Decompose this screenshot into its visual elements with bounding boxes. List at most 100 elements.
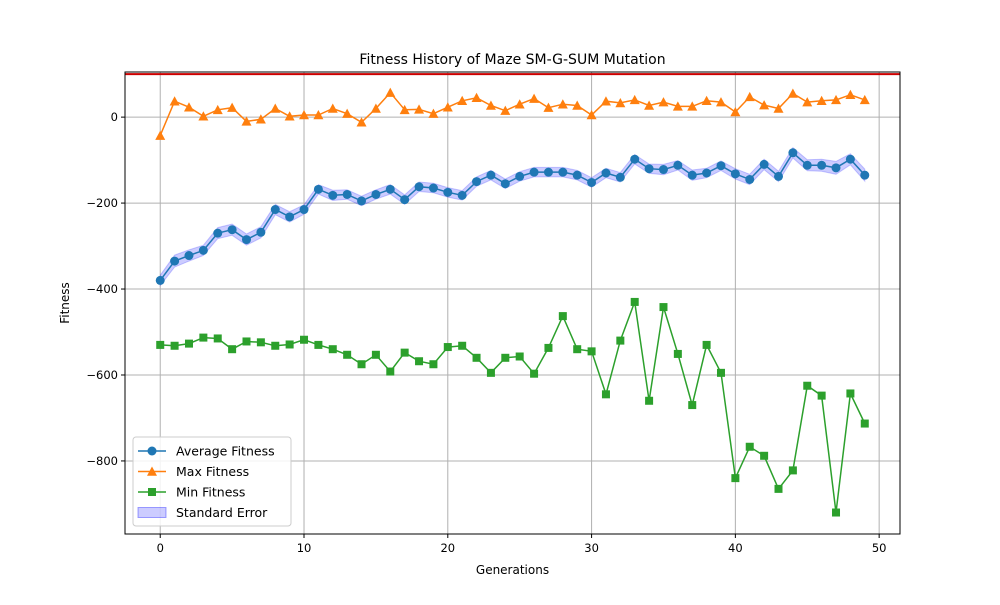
max-fitness-point [787,88,798,98]
x-tick-label: 0 [157,541,164,555]
max-fitness-point [471,92,482,103]
max-fitness-point [644,100,655,110]
max-fitness-point [370,103,381,113]
min-fitness-point [184,339,193,348]
legend-box [132,436,292,527]
plot-frame [124,71,901,535]
max-fitness-point [414,104,425,114]
x-tick-label: 10 [297,541,312,555]
max-fitness-point [672,101,683,111]
min-fitness-point [300,335,309,344]
min-fitness-point [443,343,452,352]
average-fitness-point [687,170,697,180]
min-fitness-point [645,396,654,405]
average-fitness-point [270,205,280,215]
legend-item: Average Fitness [138,444,275,459]
min-fitness-point [702,340,711,349]
y-tick-label: −600 [86,368,118,382]
min-fitness-point [530,369,539,378]
x-tick-label: 30 [584,541,599,555]
average-fitness-point [414,182,424,192]
legend-item: Standard Error [137,505,268,520]
average-fitness-point [817,160,827,170]
max-fitness-point [385,87,396,97]
average-fitness-point [788,148,798,158]
min-fitness-point [788,466,797,475]
max-fitness-point [212,104,223,115]
min-fitness-point [386,367,395,376]
average-fitness-point [486,170,496,180]
average-fitness-point [443,187,453,197]
legend-label: Max Fitness [176,464,249,479]
max-fitness-point [313,109,324,120]
average-fitness-point [428,183,438,193]
max-fitness-point [198,111,209,121]
legend-marker-swatch [147,466,157,476]
chart-title: Fitness History of Maze SM-G-SUM Mutatio… [359,52,665,68]
max-fitness-point [327,103,338,113]
max-fitness-series [155,87,870,140]
max-fitness-point [615,97,626,108]
y-axis-label: Fitness [58,282,72,324]
legend-marker-swatch [148,488,156,496]
min-fitness-point [673,349,682,358]
average-fitness-series [155,148,870,285]
average-fitness-point [213,228,223,238]
min-fitness-point [601,390,610,399]
max-fitness-point [428,108,439,118]
average-fitness-point [256,227,266,237]
max-fitness-point [687,101,698,111]
min-fitness-point [429,360,438,369]
average-fitness-point [572,170,582,180]
average-fitness-point [630,154,640,164]
max-fitness-point [155,130,166,140]
min-fitness-point [803,381,812,390]
ticks: 0 10 20 30 40 50 0 −200 −400 −600 −800 [86,110,886,555]
average-fitness-point [702,168,712,178]
min-fitness-point [587,347,596,356]
average-fitness-point [198,245,208,255]
min-fitness-point [328,345,337,354]
average-fitness-point [658,165,668,175]
average-fitness-point [342,189,352,199]
min-fitness-point [472,353,481,362]
legend-patch-swatch [137,507,167,518]
max-fitness-point [543,102,554,112]
min-fitness-point [458,341,467,350]
average-fitness-point [515,171,525,181]
min-fitness-series [156,297,869,517]
min-fitness-point [285,340,294,349]
max-fitness-point [744,91,755,102]
max-fitness-point [572,100,583,110]
average-fitness-point [170,256,180,266]
y-tick-label: 0 [111,110,118,124]
average-fitness-point [357,196,367,206]
average-fitness-point [227,225,237,235]
legend-marker-swatch [147,446,157,456]
min-fitness-point [256,338,265,347]
average-fitness-point [558,167,568,177]
min-fitness-point [170,341,179,350]
average-fitness-point [285,212,295,222]
max-fitness-point [399,104,410,115]
average-fitness-point [860,170,870,180]
average-fitness-point [500,179,510,189]
average-fitness-point [716,161,726,171]
average-fitness-point [328,190,338,200]
legend-label: Average Fitness [176,444,275,459]
max-fitness-point [802,97,813,107]
min-fitness-point [616,336,625,345]
max-fitness-point [284,111,295,121]
min-fitness-point [731,474,740,483]
min-fitness-point [314,340,323,349]
max-fitness-point [730,106,741,117]
average-fitness-point [601,168,611,178]
average-fitness-point [644,164,654,174]
y-tick-label: −400 [86,282,118,296]
average-fitness-point [587,177,597,187]
max-fitness-point [227,102,238,112]
average-fitness-point [529,167,539,177]
average-fitness-point [802,160,812,170]
max-fitness-point [241,116,252,126]
